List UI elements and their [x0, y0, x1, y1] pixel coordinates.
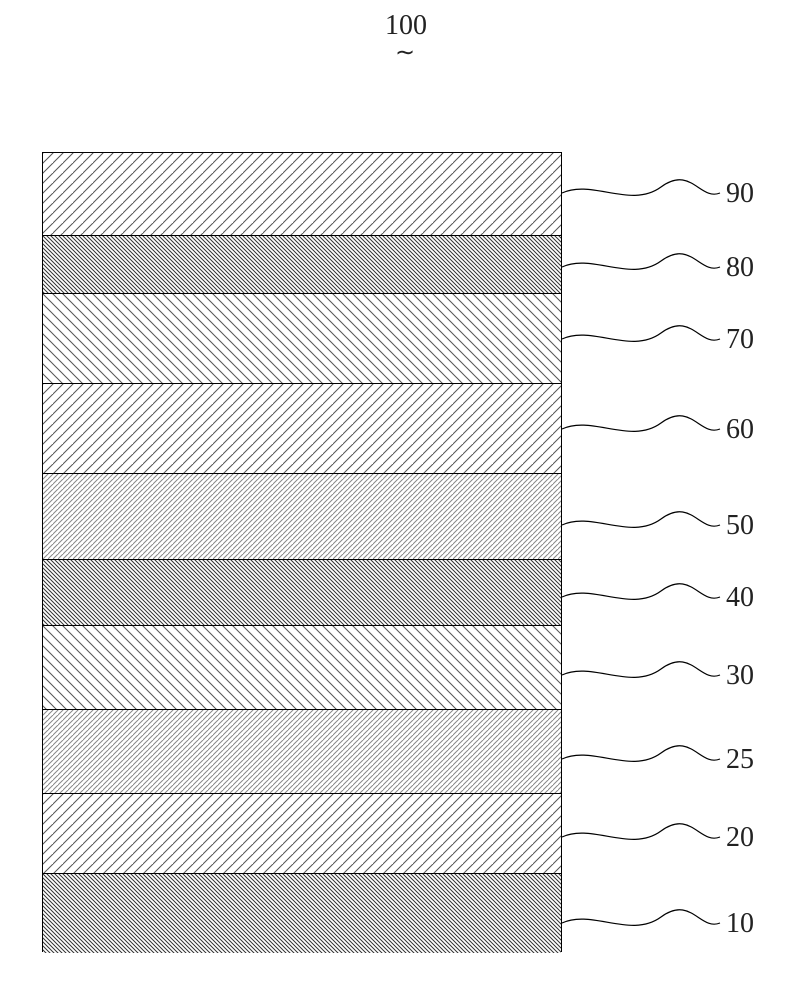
layer-40 — [43, 559, 561, 625]
leader-line — [562, 326, 720, 342]
layer-30 — [43, 625, 561, 709]
layer-label-50: 50 — [726, 510, 754, 542]
leader-line — [562, 584, 720, 600]
layer-label-40: 40 — [726, 582, 754, 614]
leader-line — [562, 662, 720, 678]
leader-line — [562, 824, 720, 840]
layer-70 — [43, 293, 561, 383]
layer-label-20: 20 — [726, 822, 754, 854]
layer-label-30: 30 — [726, 660, 754, 692]
layer-label-70: 70 — [726, 324, 754, 356]
ref-underline-tilde: ∼ — [385, 38, 427, 67]
layer-label-90: 90 — [726, 178, 754, 210]
leader-line — [562, 254, 720, 270]
leader-line — [562, 416, 720, 432]
layer-10 — [43, 873, 561, 953]
layer-label-60: 60 — [726, 414, 754, 446]
layer-label-10: 10 — [726, 908, 754, 940]
layer-90 — [43, 153, 561, 235]
layer-25 — [43, 709, 561, 793]
figure-reference-label: 100 ∼ — [385, 10, 427, 42]
layer-label-25: 25 — [726, 744, 754, 776]
layer-20 — [43, 793, 561, 873]
ref-number: 100 — [385, 10, 427, 41]
leader-line — [562, 746, 720, 762]
layer-60 — [43, 383, 561, 473]
layer-label-80: 80 — [726, 252, 754, 284]
leader-line — [562, 910, 720, 926]
leader-line — [562, 512, 720, 528]
layer-50 — [43, 473, 561, 559]
leader-line — [562, 180, 720, 196]
layer-80 — [43, 235, 561, 293]
layer-stack — [42, 152, 562, 952]
